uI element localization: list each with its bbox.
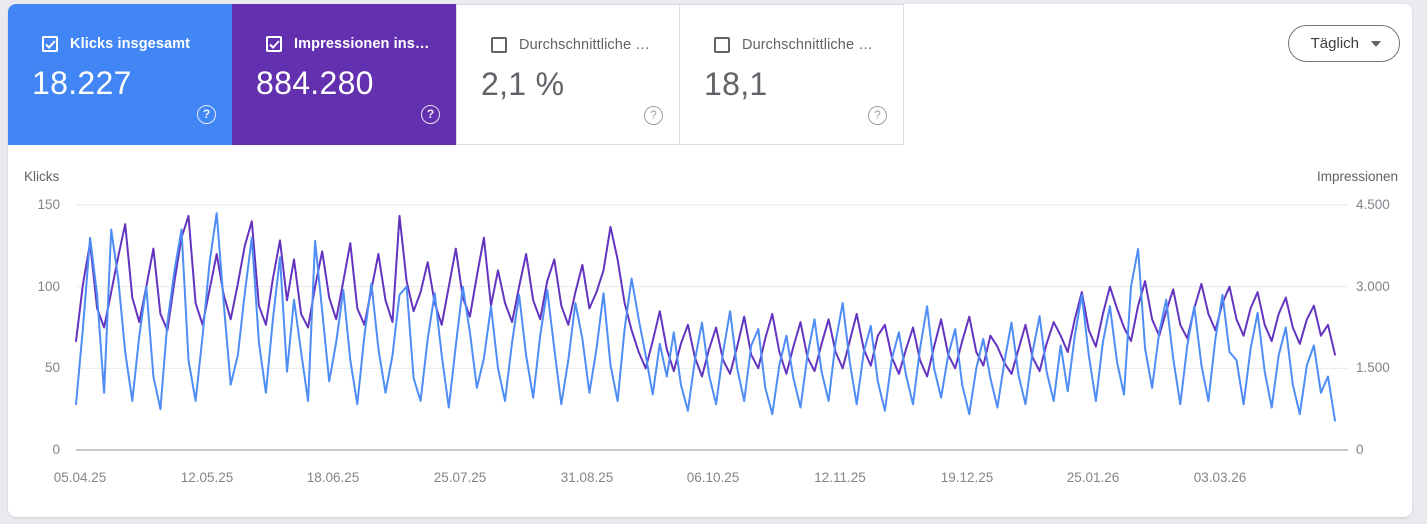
x-axis-tick: 05.04.25 <box>53 470 107 485</box>
right-axis-tick: 0 <box>1356 442 1364 457</box>
help-icon[interactable]: ? <box>868 106 887 125</box>
granularity-label: Täglich <box>1310 35 1359 52</box>
metric-tile-avg-position[interactable]: Durchschnittliche … 18,1 ? <box>680 4 904 145</box>
ctr-checkbox-unchecked[interactable] <box>491 37 507 53</box>
x-axis-tick: 25.01.26 <box>1066 470 1120 485</box>
check-icon <box>268 39 280 49</box>
position-tile-label: Durchschnittliche … <box>742 37 873 53</box>
help-icon[interactable]: ? <box>644 106 663 125</box>
metric-tile-avg-ctr[interactable]: Durchschnittliche … 2,1 % ? <box>456 4 680 145</box>
chevron-down-icon <box>1371 40 1381 47</box>
series-line-impressionen <box>75 214 1336 378</box>
left-axis-tick: 0 <box>52 442 60 457</box>
metric-tiles-row: Klicks insgesamt 18.227 ? Impressionen i… <box>8 4 904 145</box>
check-icon <box>44 39 56 49</box>
x-axis-tick: 12.05.25 <box>180 470 234 485</box>
impressions-total-value: 884.280 <box>256 65 374 101</box>
left-axis-tick: 100 <box>37 279 60 294</box>
impressions-checkbox-checked[interactable] <box>266 36 282 52</box>
x-axis-tick: 18.06.25 <box>306 470 360 485</box>
performance-panel: Klicks Impressionen 150 100 50 0 4.500 3… <box>8 4 1412 517</box>
impressions-tile-label: Impressionen ins… <box>294 36 430 52</box>
help-icon[interactable]: ? <box>197 105 216 124</box>
x-axis-tick: 31.08.25 <box>560 470 614 485</box>
metric-tile-clicks[interactable]: Klicks insgesamt 18.227 ? <box>8 4 232 145</box>
metric-tile-impressions[interactable]: Impressionen ins… 884.280 ? <box>232 4 456 145</box>
help-icon[interactable]: ? <box>421 105 440 124</box>
ctr-tile-label: Durchschnittliche … <box>519 37 650 53</box>
series-line-klicks <box>75 212 1336 422</box>
clicks-checkbox-checked[interactable] <box>42 36 58 52</box>
clicks-total-value: 18.227 <box>32 65 132 101</box>
right-axis-tick: 4.500 <box>1356 197 1390 212</box>
granularity-dropdown[interactable]: Täglich <box>1287 25 1400 62</box>
left-axis-title: Klicks <box>24 169 60 184</box>
x-axis-tick: 12.11.25 <box>814 470 866 485</box>
clicks-tile-label: Klicks insgesamt <box>70 36 191 52</box>
right-axis-title: Impressionen <box>1316 169 1398 184</box>
left-axis-tick: 50 <box>44 360 60 375</box>
right-axis-tick: 3.000 <box>1356 279 1390 294</box>
x-axis-tick: 03.03.26 <box>1193 470 1247 485</box>
x-axis-tick: 25.07.25 <box>433 470 487 485</box>
avg-ctr-value: 2,1 % <box>481 66 565 102</box>
x-axis-tick: 19.12.25 <box>940 470 994 485</box>
position-checkbox-unchecked[interactable] <box>714 37 730 53</box>
avg-position-value: 18,1 <box>704 66 768 102</box>
left-axis-tick: 150 <box>37 197 60 212</box>
right-axis-tick: 1.500 <box>1356 360 1390 375</box>
x-axis-tick: 06.10.25 <box>686 470 740 485</box>
